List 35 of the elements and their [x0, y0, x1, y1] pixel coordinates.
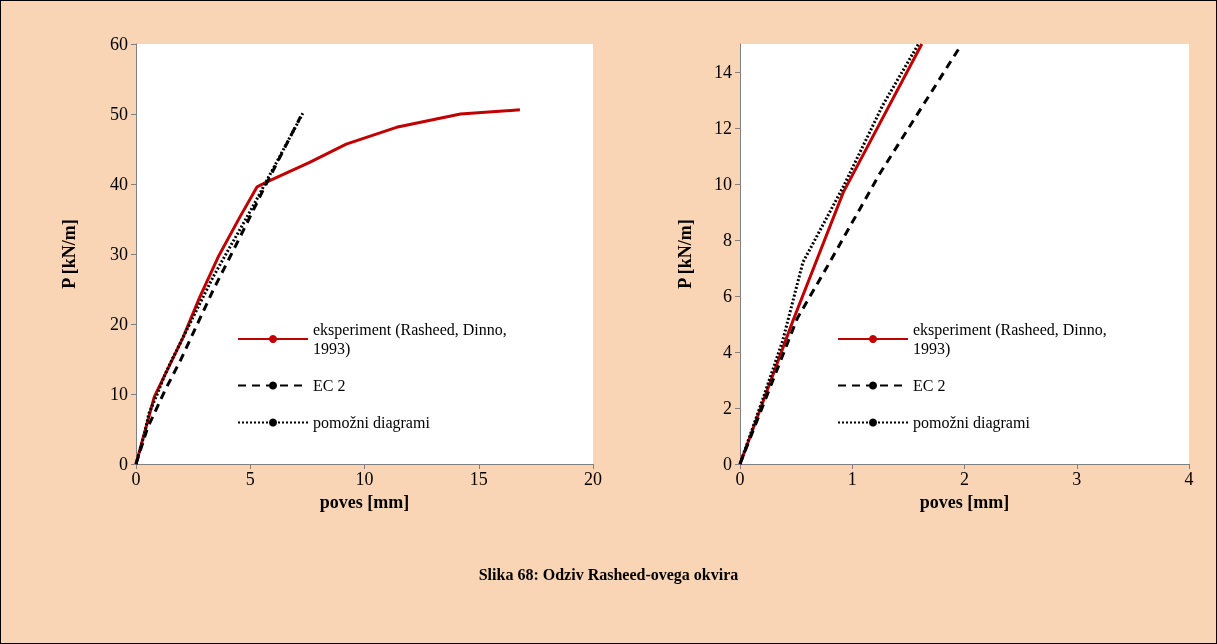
- y-tick-label: 6: [723, 286, 732, 306]
- y-tick-label: 8: [723, 230, 732, 250]
- x-tick-label: 0: [131, 469, 141, 489]
- y-tick-label: 20: [110, 314, 128, 334]
- y-tick-label: 0: [119, 454, 128, 474]
- y-tick-label: 30: [110, 244, 128, 264]
- legend-label: pomožni diagrami: [313, 414, 431, 432]
- y-tick-label: 60: [110, 34, 128, 54]
- x-tick-label: 15: [469, 469, 488, 489]
- y-axis-title: P [kN/m]: [59, 219, 79, 289]
- x-tick-label: 2: [960, 469, 969, 489]
- y-tick-label: 0: [723, 454, 732, 474]
- x-tick-label: 5: [245, 469, 255, 489]
- legend-label: pomožni diagrami: [913, 414, 1031, 432]
- x-tick-label: 20: [584, 469, 602, 489]
- y-tick-label: 10: [714, 174, 732, 194]
- y-tick-label: 10: [110, 384, 128, 404]
- legend-label: EC 2: [313, 377, 346, 394]
- x-tick-label: 3: [1072, 469, 1082, 489]
- legend-label: EC 2: [913, 377, 946, 394]
- x-tick-label: 10: [355, 469, 374, 489]
- y-tick-label: 4: [723, 342, 732, 362]
- text: Slika 68: Odziv Rasheed-ovega okvira: [477, 566, 740, 584]
- x-tick-label: 1: [847, 469, 857, 489]
- y-axis-title: P [kN/m]: [675, 219, 695, 289]
- legend-label: eksperiment (Rasheed, Dinno, 1993): [913, 321, 1111, 358]
- y-tick-label: 14: [714, 62, 732, 82]
- x-tick-label: 4: [1184, 469, 1194, 489]
- y-tick-label: 12: [714, 118, 732, 138]
- y-tick-label: 2: [723, 398, 732, 418]
- legend-label: eksperiment (Rasheed, Dinno, 1993): [313, 321, 511, 358]
- y-tick-label: 50: [110, 104, 128, 124]
- x-axis-title: poves [mm]: [919, 491, 1010, 512]
- y-tick-label: 40: [110, 174, 128, 194]
- x-axis-title: poves [mm]: [319, 491, 410, 512]
